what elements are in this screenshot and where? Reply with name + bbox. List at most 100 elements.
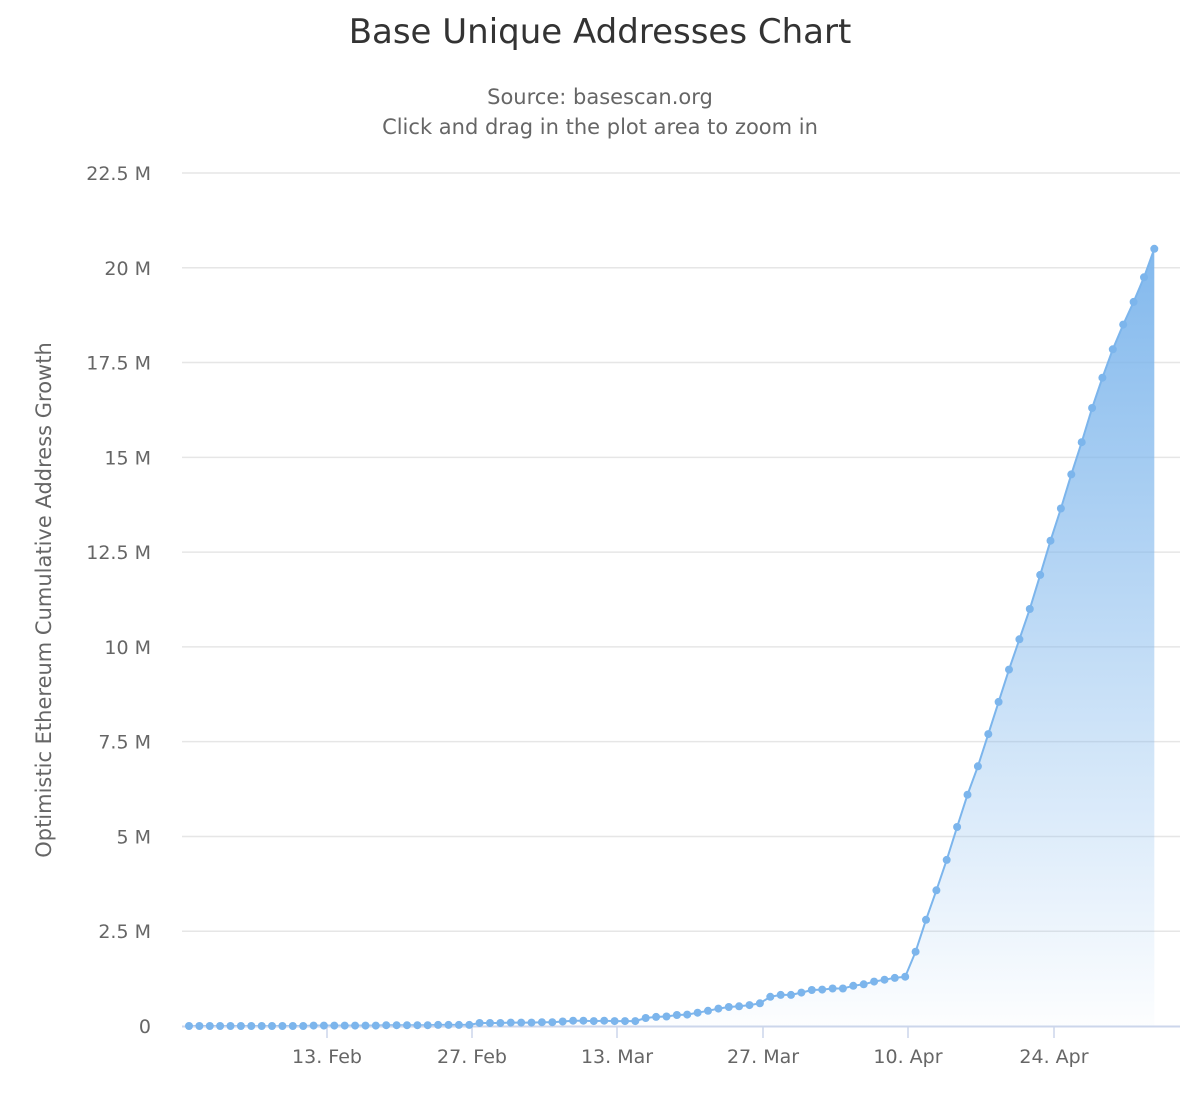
data-point-marker[interactable] [672,1011,681,1019]
data-point-marker[interactable] [870,977,879,986]
data-point-marker[interactable] [901,972,910,981]
data-point-marker[interactable] [319,1021,328,1030]
data-point-marker[interactable] [382,1021,391,1030]
data-point-marker[interactable] [1005,665,1013,674]
data-point-marker[interactable] [1067,470,1076,479]
data-point-marker[interactable] [631,1017,640,1026]
data-point-marker[interactable] [444,1020,453,1029]
chart-title: Base Unique Addresses Chart [348,12,852,52]
data-point-marker[interactable] [475,1019,484,1027]
data-point-marker[interactable] [911,947,920,956]
data-point-marker[interactable] [423,1021,432,1030]
data-point-marker[interactable] [1098,373,1107,382]
data-point-marker[interactable] [257,1022,266,1030]
data-point-marker[interactable] [818,985,827,994]
data-point-marker[interactable] [859,980,868,989]
data-point-marker[interactable] [558,1017,567,1026]
data-point-marker[interactable] [932,886,941,895]
data-point-marker[interactable] [205,1022,214,1030]
data-point-marker[interactable] [652,1012,661,1021]
data-point-marker[interactable] [922,915,930,924]
data-point-marker[interactable] [610,1017,619,1026]
data-point-marker[interactable] [973,762,982,771]
data-point-marker[interactable] [880,975,889,984]
data-point-marker[interactable] [361,1021,370,1030]
data-point-marker[interactable] [1036,570,1045,579]
data-point-marker[interactable] [392,1021,401,1030]
data-point-marker[interactable] [942,855,951,864]
data-point-marker[interactable] [984,730,993,739]
data-point-marker[interactable] [506,1018,515,1027]
data-point-marker[interactable] [714,1004,723,1013]
data-point-marker[interactable] [890,973,899,982]
data-point-marker[interactable] [371,1021,380,1030]
data-point-marker[interactable] [828,984,837,993]
data-point-marker[interactable] [340,1021,349,1030]
data-point-marker[interactable] [641,1014,650,1022]
data-point-marker[interactable] [351,1021,360,1030]
y-tick-label: 17.5 M [86,353,151,375]
data-point-marker[interactable] [787,990,795,999]
data-point-marker[interactable] [548,1018,557,1027]
data-point-marker[interactable] [309,1021,318,1030]
data-point-marker[interactable] [537,1018,546,1027]
data-point-marker[interactable] [486,1019,494,1027]
area-series [189,248,1156,1027]
data-point-marker[interactable] [589,1017,598,1026]
x-axis: 13. Feb 27. Feb 13. Mar 27. Mar 10. Apr 24. A… [182,1025,1180,1068]
data-point-marker[interactable] [1046,536,1055,545]
data-point-marker[interactable] [226,1022,235,1030]
data-point-marker[interactable] [1150,244,1159,253]
data-point-marker[interactable] [797,988,806,997]
data-point-marker[interactable] [662,1012,671,1021]
data-point-marker[interactable] [236,1022,245,1030]
data-point-marker[interactable] [434,1020,443,1029]
data-point-marker[interactable] [735,1002,744,1011]
data-point-marker[interactable] [745,1001,754,1010]
data-point-marker[interactable] [1015,635,1024,644]
data-point-marker[interactable] [496,1019,505,1027]
data-point-marker[interactable] [1129,297,1138,306]
data-point-marker[interactable] [1108,345,1117,354]
data-point-marker[interactable] [776,990,785,999]
data-point-marker[interactable] [299,1022,308,1030]
data-point-marker[interactable] [288,1022,297,1030]
data-points[interactable] [185,244,1159,1030]
data-point-marker[interactable] [1140,273,1148,282]
data-point-marker[interactable] [849,981,858,990]
data-point-marker[interactable] [807,986,816,994]
data-point-marker[interactable] [953,823,962,831]
data-point-marker[interactable] [403,1021,411,1030]
data-point-marker[interactable] [195,1022,204,1030]
data-point-marker[interactable] [216,1022,225,1030]
data-point-marker[interactable] [517,1018,526,1027]
data-point-marker[interactable] [755,999,764,1008]
data-point-marker[interactable] [600,1016,609,1025]
data-point-marker[interactable] [704,1006,712,1015]
data-point-marker[interactable] [994,697,1003,706]
data-point-marker[interactable] [724,1003,733,1011]
data-point-marker[interactable] [683,1010,692,1019]
data-point-marker[interactable] [527,1018,536,1027]
data-point-marker[interactable] [330,1021,339,1030]
data-point-marker[interactable] [1056,504,1065,513]
data-point-marker[interactable] [693,1008,702,1017]
data-point-marker[interactable] [185,1022,193,1030]
data-point-marker[interactable] [268,1022,276,1030]
data-point-marker[interactable] [569,1016,578,1025]
data-point-marker[interactable] [766,992,775,1001]
data-point-marker[interactable] [454,1020,463,1029]
data-point-marker[interactable] [1025,605,1034,613]
data-point-marker[interactable] [1088,404,1097,412]
data-point-marker[interactable] [278,1022,287,1030]
data-point-marker[interactable] [963,790,972,799]
data-point-marker[interactable] [838,984,847,993]
data-point-marker[interactable] [247,1022,256,1030]
data-point-marker[interactable] [465,1020,474,1029]
data-point-marker[interactable] [1077,438,1086,447]
data-point-marker[interactable] [1119,320,1128,329]
data-point-marker[interactable] [413,1021,422,1030]
data-point-marker[interactable] [621,1017,629,1026]
data-point-marker[interactable] [579,1016,588,1025]
